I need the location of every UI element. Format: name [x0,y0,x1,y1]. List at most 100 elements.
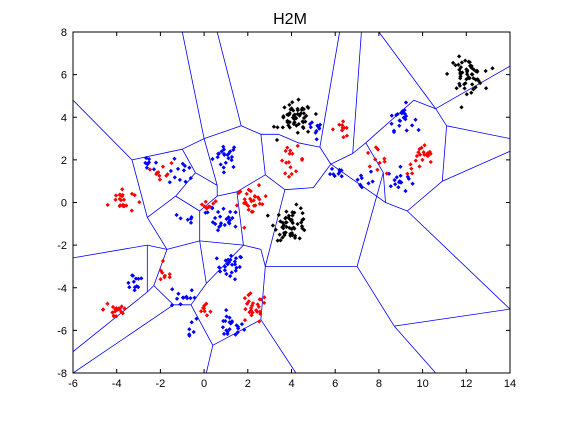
region-boundary-line [181,32,205,139]
region-boundary-line [356,266,395,327]
data-point [297,236,302,241]
y-tick-label: 8 [61,27,67,39]
data-point [256,182,262,188]
region-boundary-line [260,134,266,175]
data-point [394,175,399,180]
y-tick-label: 0 [61,198,67,210]
data-point [136,276,141,281]
data-point [188,220,194,225]
data-point [233,210,238,215]
data-point [221,206,226,211]
data-point [117,203,122,209]
region-boundary-line [278,133,299,144]
data-point [192,295,197,300]
data-point [359,175,364,181]
data-point [167,275,172,280]
data-point [365,150,371,156]
region-boundary-line [182,138,205,150]
data-point [329,166,335,172]
data-point [426,153,431,158]
data-point [263,193,268,199]
data-point [131,279,136,284]
data-point [242,327,247,332]
region-boundary-line [319,146,332,165]
data-points [100,54,495,338]
region-boundary-line [205,345,214,373]
data-point [226,156,231,161]
data-point [187,332,192,337]
data-point [229,270,234,275]
data-point [154,171,159,177]
data-point [174,212,179,218]
data-point [377,160,382,166]
data-point [227,327,232,332]
x-tick-label: 4 [288,378,294,390]
x-tick-label: 12 [460,378,472,390]
region-boundary-line [153,249,168,286]
data-point [398,173,403,178]
data-point [189,320,194,325]
region-boundary-line [190,283,207,306]
data-point [293,169,299,174]
data-point [182,163,188,169]
data-point [228,209,233,215]
region-boundary-line [131,148,183,161]
data-point [291,225,296,230]
data-point [270,223,276,228]
data-point [242,197,247,202]
data-point [233,332,238,337]
data-point [127,285,132,290]
region-boundary-line [407,210,510,310]
data-point [237,264,242,270]
data-point [257,197,262,202]
data-point [247,310,252,315]
data-point [183,179,188,184]
data-point [229,154,235,160]
data-point [113,197,118,202]
chart-title: H2M [273,11,307,28]
region-boundary-line [206,244,244,284]
data-point [157,177,163,182]
data-point [224,314,229,319]
data-point [246,207,251,212]
data-point [284,224,289,230]
data-point [221,144,226,149]
data-point [301,216,306,222]
data-point [160,164,166,169]
x-tick-label: 6 [332,378,338,390]
region-boundary-line [147,244,168,250]
data-point [405,171,410,176]
data-point [410,181,415,186]
data-point [278,238,283,243]
data-point [153,160,159,165]
data-point [428,151,433,156]
data-point [207,204,212,209]
data-point [229,157,234,163]
data-point [145,162,150,167]
data-point [203,210,208,215]
x-tick-label: -2 [156,378,166,390]
data-point [275,238,280,243]
data-point [375,147,381,152]
data-point [416,127,421,133]
data-point [305,129,311,134]
y-tick-label: -8 [57,368,67,380]
data-point [203,199,208,204]
data-point [242,317,248,323]
data-point [162,275,167,280]
data-point [391,129,397,135]
x-tick-label: -6 [68,378,78,390]
data-point [204,206,209,211]
data-point [113,193,119,198]
region-boundary-line [356,172,384,267]
data-point [233,224,238,229]
data-point [300,156,305,162]
data-point [177,177,183,183]
data-point [284,160,289,165]
data-point [204,313,210,318]
data-point [178,302,183,307]
data-point [132,288,137,293]
data-point [257,309,263,314]
data-point [129,191,135,197]
data-point [327,171,333,177]
